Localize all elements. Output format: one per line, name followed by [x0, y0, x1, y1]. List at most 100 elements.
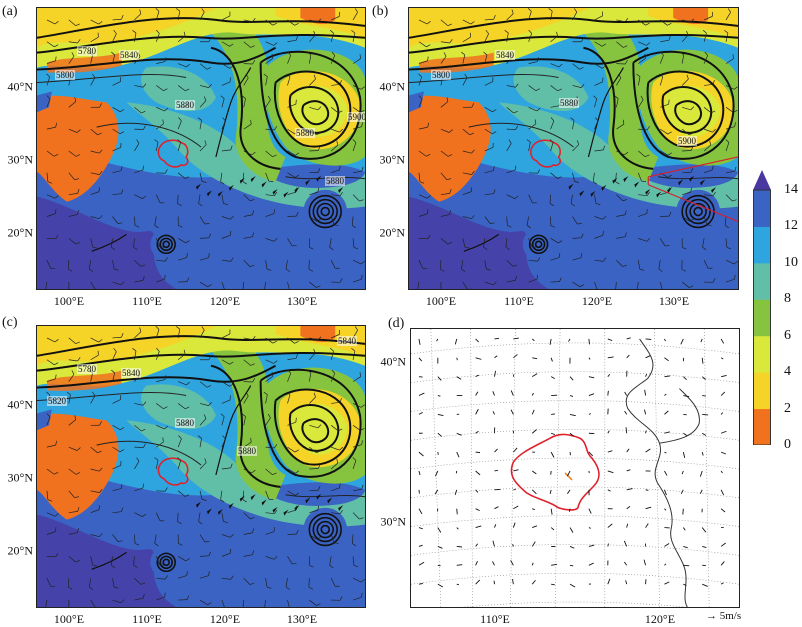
wind-barb	[134, 9, 142, 21]
wind-barb	[703, 107, 716, 114]
lon-tick-label: 120°E	[209, 612, 241, 626]
wind-flag	[294, 187, 300, 193]
wind-barb	[440, 238, 453, 245]
wind-vector	[664, 451, 667, 454]
wind-barb	[243, 391, 249, 404]
lat-tick-label: 30°N	[380, 514, 406, 529]
typhoon-contour	[528, 234, 549, 255]
wind-vector	[494, 448, 498, 453]
wind-vector	[569, 413, 576, 417]
wind-barb	[134, 139, 140, 152]
wind-barb	[638, 19, 650, 26]
lat-tick-label: 30°N	[7, 152, 33, 167]
wind-barb	[638, 238, 651, 242]
wind-barb	[331, 278, 343, 283]
wind-barb	[550, 172, 562, 179]
wind-barb	[221, 215, 234, 220]
wind-vector	[588, 562, 594, 566]
wind-vector	[531, 562, 534, 566]
wind-vector	[569, 564, 574, 567]
wind-barb	[330, 260, 340, 269]
wind-vector	[720, 357, 724, 360]
wind-barb	[331, 509, 343, 515]
thin-contour	[658, 176, 738, 180]
wind-barb	[90, 187, 100, 195]
wind-vector	[492, 540, 495, 547]
wind-barb	[243, 232, 255, 239]
wind-vector	[531, 470, 537, 475]
lon-tick-label: 130°E	[286, 294, 318, 308]
wind-vector	[510, 409, 514, 415]
wind-barb	[616, 73, 622, 86]
wind-barb	[90, 505, 100, 513]
wind-barb	[331, 191, 343, 197]
wind-barb	[199, 63, 212, 70]
wind-barb	[660, 99, 670, 108]
wind-barb	[462, 73, 468, 86]
wind-barb	[484, 77, 494, 86]
contour-value-label: 5880	[175, 418, 195, 428]
wind-barb	[221, 77, 231, 86]
wind-flag	[711, 187, 717, 194]
wind-vector	[624, 391, 628, 396]
contour-value-label: 5800	[431, 70, 451, 80]
wind-barb	[243, 18, 256, 23]
wind-vector	[475, 543, 479, 547]
wind-barb	[177, 238, 190, 244]
wind-barb	[287, 51, 292, 64]
wind-barb	[462, 128, 474, 136]
wind-barb	[462, 215, 475, 220]
wind-barb	[178, 571, 188, 579]
wind-barb	[265, 443, 278, 449]
wind-barb	[331, 446, 344, 451]
wind-barb	[285, 260, 290, 272]
wind-barb	[506, 9, 514, 21]
wind-vector	[436, 338, 439, 342]
colorbar	[753, 170, 771, 446]
lon-tick-label: 110°E	[480, 612, 510, 626]
geopotential-contour	[37, 17, 365, 39]
wind-barb	[265, 527, 275, 535]
wind-flag	[239, 177, 245, 184]
wind-barb	[681, 216, 694, 222]
wind-vector	[683, 583, 687, 586]
wind-barb	[134, 457, 140, 470]
wind-vector	[682, 527, 686, 531]
wind-vector	[456, 376, 462, 380]
wind-barb	[68, 600, 70, 607]
wind-vector	[720, 542, 726, 547]
wind-vector	[645, 430, 647, 434]
wind-barb	[638, 41, 651, 46]
wind-vector-highlight	[564, 472, 573, 481]
wind-barb	[528, 85, 540, 92]
wind-barb	[156, 169, 168, 174]
wind-barb	[308, 556, 314, 568]
wind-vector-panel-d	[410, 328, 740, 608]
wind-barb	[351, 347, 356, 360]
wind-vector	[512, 522, 516, 528]
wind-barb	[134, 125, 146, 130]
wind-vector	[625, 427, 628, 434]
wind-barb	[112, 395, 121, 404]
wind-barb	[287, 281, 291, 289]
wind-vector	[418, 357, 423, 362]
wind-barb	[418, 95, 423, 108]
wind-barb	[134, 165, 144, 174]
wind-barb	[682, 106, 695, 111]
wind-barb	[112, 281, 125, 286]
wind-vector	[626, 488, 633, 491]
wind-barb	[46, 56, 57, 64]
wind-barb	[659, 238, 670, 247]
wind-barb	[265, 172, 274, 182]
wind-barb	[177, 139, 181, 152]
wind-barb	[112, 260, 119, 271]
typhoon-contour	[156, 552, 176, 573]
wind-barb	[331, 165, 341, 174]
geopotential-contour	[301, 100, 330, 126]
colorbar-tick-label: 10	[784, 254, 798, 270]
wind-barb	[68, 357, 81, 362]
geopotential-contour	[273, 70, 352, 148]
wind-vector	[607, 523, 613, 528]
wind-barb	[614, 95, 619, 108]
wind-barb	[440, 172, 452, 180]
